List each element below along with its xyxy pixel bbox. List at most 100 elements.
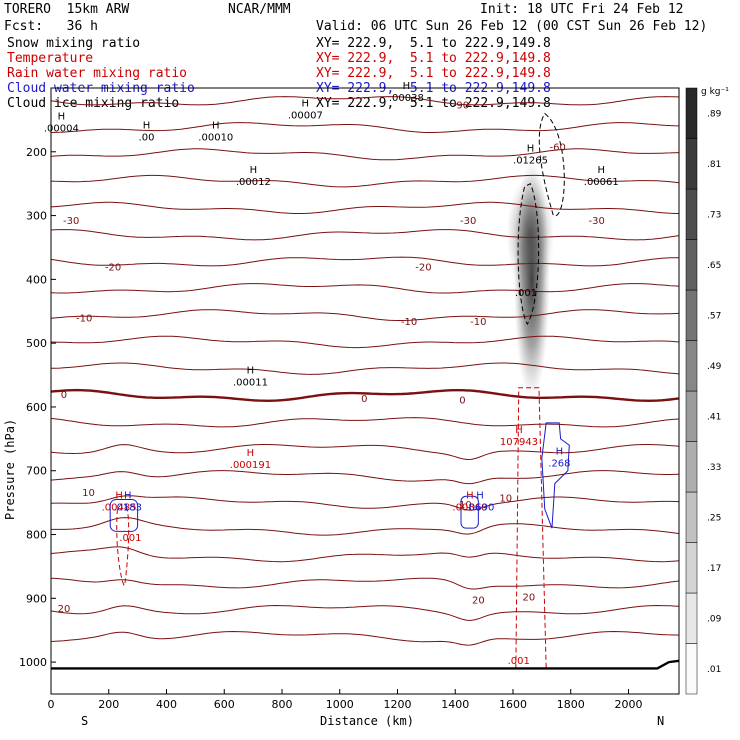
- temperature-contour: [51, 201, 679, 214]
- max-value: .00004: [44, 123, 79, 134]
- max-marker: H: [527, 143, 535, 154]
- valid-time: Valid: 06 UTC Sun 26 Feb 12 (00 CST Sun …: [316, 19, 708, 34]
- center-title: NCAR/MMM: [228, 2, 291, 17]
- max-value: .0690: [466, 502, 495, 513]
- max-marker: H: [556, 446, 564, 457]
- colorbar-label: .65: [707, 261, 721, 271]
- temperature-label: -10: [76, 314, 92, 325]
- temperature-contour: [51, 335, 679, 349]
- max-marker: H: [250, 165, 258, 176]
- temperature-contour: [51, 174, 679, 188]
- temperature-label: 0: [459, 395, 465, 406]
- colorbar-bin: [685, 491, 698, 543]
- cloud-water-contour-mid: [460, 495, 479, 529]
- max-value: .0183: [113, 502, 142, 513]
- temperature-contour: [51, 256, 679, 267]
- x-tick-label: 0: [48, 698, 55, 711]
- temperature-label: 20: [522, 592, 535, 603]
- temperature-label: 10: [499, 494, 512, 505]
- max-marker: H: [247, 365, 255, 376]
- temperature-label: 10: [82, 488, 95, 499]
- temperature-label: -30: [63, 216, 79, 227]
- temperature-contour: [51, 546, 679, 563]
- colorbar-bin: [685, 188, 698, 240]
- temperature-contour: [51, 148, 679, 161]
- x-tick-label: 600: [214, 698, 235, 711]
- cloud-ice-contour: [517, 182, 540, 325]
- colorbar-bin: [685, 87, 698, 139]
- colorbar-bin: [685, 592, 698, 644]
- snow-shading-upper: [506, 174, 555, 295]
- y-tick-label: 800: [26, 529, 47, 542]
- colorbar-bin: [685, 340, 698, 392]
- y-tick-label: 700: [26, 465, 47, 478]
- colorbar-label: .57: [707, 311, 721, 321]
- temperature-label: -90: [453, 101, 469, 112]
- x-tick-label: 400: [156, 698, 177, 711]
- surface-line: [51, 659, 679, 670]
- field-snow-xy: XY= 222.9, 5.1 to 222.9,149.8: [316, 36, 551, 51]
- max-value: .00011: [233, 377, 268, 388]
- max-marker: H: [515, 425, 523, 436]
- temperature-contour: [51, 517, 679, 536]
- y-axis-title: Pressure (hPa): [3, 419, 17, 520]
- x-tick-label: 800: [271, 698, 292, 711]
- y-tick-label: 500: [26, 337, 47, 350]
- max-value: .00061: [584, 177, 619, 188]
- x-axis-title: Distance (km): [320, 714, 414, 728]
- init-time: Init: 18 UTC Fri 24 Feb 12: [480, 2, 684, 17]
- max-value: .00: [139, 132, 155, 143]
- max-marker: H: [124, 490, 132, 501]
- contour-label: .001: [119, 533, 141, 544]
- x-tick-label: 2000: [614, 698, 642, 711]
- temperature-label: 0: [61, 390, 67, 401]
- y-tick-label: 400: [26, 273, 47, 286]
- temperature-contour: [51, 283, 679, 294]
- temperature-label: 10: [459, 500, 472, 511]
- max-marker: H: [466, 490, 474, 501]
- forecast-hour: Fcst: 36 h: [4, 19, 98, 34]
- max-value: .00038: [389, 93, 424, 104]
- temperature-contour: [51, 495, 679, 511]
- rain-contour-south: [116, 505, 130, 587]
- colorbar-label: .73: [707, 210, 721, 220]
- cloud-water-contour-south: [109, 498, 139, 532]
- temperature-contour: [51, 309, 679, 321]
- colorbar-label: .41: [707, 412, 721, 422]
- model-title: TORERO 15km ARW: [4, 2, 130, 17]
- temperature-contour: [51, 604, 679, 621]
- colorbar-bin: [685, 390, 698, 442]
- x-tick-label: 1000: [326, 698, 354, 711]
- temperature-contour: [51, 362, 679, 375]
- colorbar-bin: [685, 643, 698, 695]
- temperature-contour: [51, 96, 679, 106]
- plot-frame: [50, 87, 680, 695]
- colorbar-label: .33: [707, 463, 721, 473]
- max-marker: H: [58, 111, 66, 122]
- temperature-label: -30: [460, 216, 476, 227]
- field-rain-xy: XY= 222.9, 5.1 to 222.9,149.8: [316, 66, 551, 81]
- x-tick-label: 1600: [499, 698, 527, 711]
- max-marker: H: [476, 490, 484, 501]
- max-marker: H: [302, 99, 310, 110]
- y-tick-label: 300: [26, 210, 47, 223]
- cloud-water-contour-north: [541, 422, 570, 529]
- colorbar-bin: [685, 289, 698, 341]
- max-value: .01265: [513, 155, 548, 166]
- colorbar-label: .81: [707, 160, 721, 170]
- temperature-contour: [51, 388, 679, 403]
- x-tick-label: 200: [98, 698, 119, 711]
- max-value: .000191: [230, 460, 271, 471]
- colorbar-bin: [685, 138, 698, 190]
- field-snow-label: Snow mixing ratio: [7, 36, 141, 51]
- y-tick-label: 600: [26, 401, 47, 414]
- temperature-label: -60: [550, 143, 566, 154]
- max-value: .00012: [236, 177, 271, 188]
- y-tick-label: 1000: [19, 656, 47, 669]
- colorbar-label: .17: [707, 564, 721, 574]
- cloud-ice-contour-top: [538, 112, 565, 217]
- colorbar-bin: [685, 239, 698, 291]
- temperature-contour: [51, 470, 679, 485]
- max-marker: H: [115, 490, 123, 501]
